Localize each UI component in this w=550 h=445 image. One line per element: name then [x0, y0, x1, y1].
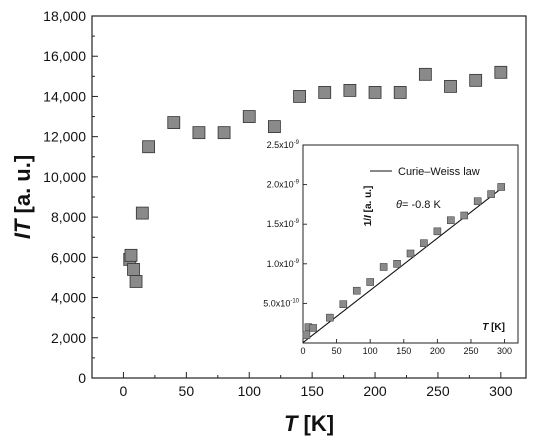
x-tick-label: 200 [363, 383, 387, 399]
y-tick-label: 2,000 [51, 330, 86, 346]
inset-points [302, 183, 506, 339]
inset-x-tick-label: 150 [396, 346, 411, 356]
inset-legend-label: Curie–Weiss law [398, 166, 480, 178]
inset-y-tick-exponent: -9 [294, 140, 300, 146]
data-point [444, 79, 457, 93]
x-axis-title-rest: [K] [297, 411, 334, 436]
inset-data-point [447, 216, 455, 225]
inset-fit-line [302, 188, 502, 344]
inset-y-tick-exponent: -9 [294, 180, 300, 186]
inset-data-point [433, 227, 442, 236]
x-tick-label: 250 [426, 383, 450, 399]
inset-x-axis-title-rest: [K] [488, 322, 505, 333]
inset-theta-value: = -0.8 K [402, 199, 441, 211]
data-point [124, 248, 138, 262]
y-tick-label: 14,000 [43, 88, 86, 104]
inset-x-axis-title-italic: T [482, 322, 489, 333]
y-tick-label: 8,000 [51, 209, 86, 225]
y-tick-label: 16,000 [43, 48, 86, 64]
data-point [167, 116, 181, 129]
y-tick-label: 12,000 [43, 129, 86, 145]
data-point [318, 86, 332, 99]
inset-x-axis-title: T [K] [482, 322, 505, 333]
data-point [129, 275, 143, 288]
inset-y-tick-exponent: -9 [294, 219, 300, 225]
data-point [393, 86, 407, 99]
inset-data-point [420, 239, 428, 248]
inset-plot-area [302, 144, 519, 344]
inset-y-tick-mantissa: 2.0x10 [267, 180, 294, 190]
inset-x-tick-label: 0 [300, 346, 305, 356]
x-tick-label: 0 [120, 383, 128, 399]
inset-data-point [487, 190, 495, 198]
y-axis-title: IT [a. u.] [10, 155, 35, 239]
inset-y-tick-mantissa: 2.5x10 [267, 140, 294, 150]
inset-x-tick-label: 100 [363, 346, 378, 356]
data-point [268, 120, 281, 134]
y-tick-label: 18,000 [43, 8, 86, 24]
inset-data-point [366, 278, 374, 286]
x-axis-title-italic: T [284, 411, 299, 436]
data-point [494, 65, 508, 79]
inset-data-point [302, 331, 311, 339]
inset-y-axis-title: 1/I [a. u.] [363, 186, 374, 227]
inset-y-axis-title-rest: [a. u.] [363, 186, 374, 215]
inset-y-tick-exponent: -10 [290, 298, 299, 304]
data-point [135, 206, 149, 220]
data-point [293, 90, 306, 103]
y-axis-title-rest: [a. u.] [10, 155, 35, 220]
main-ticks: 0 50 100 150 200 250 300 0 2,000 4,000 6,000 8,000 1… [43, 8, 513, 399]
inset-x-tick-label: 250 [463, 346, 478, 356]
data-point [469, 73, 483, 87]
data-point [127, 262, 140, 276]
inset-data-point [326, 313, 334, 322]
inset-y-tick-mantissa: 1.5x10 [267, 219, 294, 229]
x-tick-label: 300 [489, 383, 513, 399]
inset-data-point [339, 300, 348, 308]
inset-ticks: 0 50 100 150 200 250 3005.0x10-101.0x10-91.5x1… [263, 140, 512, 356]
inset-data-point [460, 211, 469, 220]
inset-data-point [379, 263, 388, 271]
inset-y-tick-label: 2.5x10-9 [267, 140, 300, 150]
inset-data-point [473, 197, 482, 206]
x-tick-label: 150 [300, 383, 324, 399]
data-point [242, 110, 256, 123]
inset-data-point [393, 259, 401, 268]
inset-data-point [309, 324, 317, 332]
inset-data-point [406, 249, 415, 258]
data-point [217, 126, 231, 140]
data-point [368, 86, 382, 99]
inset-x-tick-label: 50 [332, 346, 342, 356]
data-point [343, 84, 357, 97]
data-point [418, 67, 432, 81]
x-axis-title: T [K] [284, 411, 334, 436]
x-tick-label: 100 [238, 383, 262, 399]
data-point [142, 140, 156, 154]
inset-y-tick-label: 1.5x10-9 [267, 219, 300, 229]
inset-theta-annotation: θ= -0.8 K [396, 199, 441, 211]
y-tick-label: 0 [78, 370, 86, 386]
inset-y-tick-label: 1.0x10-9 [267, 259, 300, 269]
y-tick-label: 4,000 [51, 290, 86, 306]
y-tick-label: 6,000 [51, 249, 86, 265]
main-points [123, 65, 508, 288]
inset-y-axis-title-italic: I [363, 215, 374, 218]
inset-y-tick-mantissa: 5.0x10 [263, 298, 290, 308]
inset-y-tick-label: 2.0x10-9 [267, 180, 300, 190]
x-tick-label: 50 [179, 383, 195, 399]
inset-x-tick-label: 300 [497, 346, 512, 356]
data-point [192, 126, 206, 140]
inset-data-point [497, 183, 506, 191]
inset-y-tick-exponent: -9 [294, 259, 300, 265]
inset-y-tick-label: 5.0x10-10 [263, 298, 299, 308]
inset-theta-symbol: θ [396, 199, 402, 211]
inset-y-axis-title-main: 1/ [363, 218, 374, 227]
inset-x-tick-label: 200 [430, 346, 445, 356]
y-tick-label: 10,000 [43, 169, 86, 185]
inset-data-point [352, 286, 361, 295]
y-axis-title-italic: IT [10, 218, 35, 239]
inset-y-tick-mantissa: 1.0x10 [267, 259, 294, 269]
